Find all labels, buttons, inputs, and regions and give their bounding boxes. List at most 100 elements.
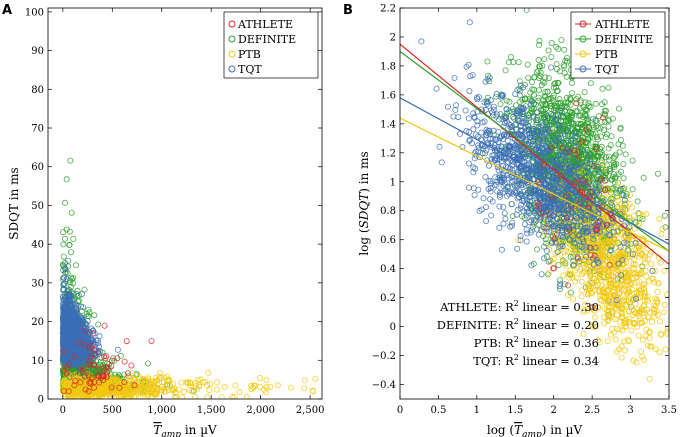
data-point-ptb (653, 346, 660, 353)
data-point-definite (634, 198, 641, 205)
data-point-ptb (201, 378, 208, 385)
data-point-ptb (256, 374, 263, 381)
data-point-definite (662, 224, 669, 231)
data-point-tqt (68, 310, 75, 317)
data-point-athlete (128, 362, 135, 369)
data-point-athlete (63, 370, 70, 377)
data-point-tqt (83, 329, 90, 336)
data-point-definite (539, 62, 546, 69)
legend-label-tqt: TQT (238, 63, 262, 76)
data-point-ptb (106, 378, 113, 385)
data-point-definite (605, 123, 612, 130)
data-point-definite (607, 142, 614, 149)
data-point-tqt (63, 276, 70, 283)
data-point-ptb (178, 379, 185, 386)
data-point-definite (601, 111, 608, 118)
data-point-ptb (661, 301, 668, 308)
panel-a-scatter: 0 500 1,000 1,500 2,000 2,5000102030405060708… (7, 7, 324, 437)
data-point-tqt (95, 347, 102, 354)
data-point-definite (60, 229, 67, 236)
data-point-definite (529, 86, 536, 93)
data-point-ptb (180, 388, 187, 395)
data-point-ptb (142, 379, 149, 386)
data-point-athlete (103, 372, 110, 379)
data-point-definite (655, 170, 662, 177)
data-point-athlete (82, 328, 89, 335)
data-point-definite (505, 59, 512, 66)
data-point-athlete (90, 330, 97, 337)
plot-frame (47, 7, 323, 400)
data-point-definite (525, 74, 532, 81)
data-point-ptb (192, 379, 199, 386)
data-point-definite (538, 100, 545, 107)
data-point-definite (581, 89, 588, 96)
legend-label-definite: DEFINITE (238, 33, 296, 46)
data-point-definite (575, 120, 582, 127)
data-point-definite (91, 312, 98, 319)
data-point-ptb (86, 392, 93, 399)
data-point-definite (635, 210, 642, 217)
data-point-athlete (85, 361, 92, 368)
data-point-definite (597, 133, 604, 140)
data-point-ptb (103, 391, 110, 398)
data-point-definite (486, 78, 493, 85)
data-point-definite (602, 134, 609, 141)
data-point-athlete (104, 364, 111, 371)
data-point-definite (610, 154, 617, 161)
data-point-ptb (192, 393, 198, 399)
data-point-ptb (635, 332, 642, 339)
data-point-definite (622, 151, 629, 158)
data-point-definite (594, 136, 601, 143)
data-point-definite (569, 80, 576, 87)
data-point-tqt (62, 334, 69, 341)
data-point-definite (600, 127, 607, 134)
data-point-definite (618, 168, 625, 175)
data-point-definite (578, 121, 585, 128)
data-point-athlete (108, 384, 115, 391)
data-point-definite (557, 68, 564, 75)
data-point-definite (567, 253, 574, 260)
data-point-athlete (102, 364, 109, 371)
y-tick-label: 30 (31, 278, 44, 289)
data-point-ptb (71, 394, 78, 399)
data-point-ptb (205, 369, 212, 376)
data-point-definite (582, 112, 589, 119)
data-point-ptb (100, 390, 107, 397)
data-point-tqt (68, 345, 75, 352)
data-point-definite (562, 103, 569, 110)
data-point-tqt (65, 257, 72, 264)
data-point-definite (544, 88, 551, 95)
data-point-ptb (646, 328, 653, 335)
data-point-definite (529, 79, 536, 86)
data-point-athlete (71, 382, 78, 389)
data-point-definite (545, 47, 552, 54)
data-point-definite (590, 124, 597, 131)
data-point-definite (509, 213, 516, 220)
data-point-ptb (154, 381, 161, 388)
data-point-ptb (236, 388, 243, 395)
data-point-definite (544, 271, 551, 278)
data-point-ptb (203, 381, 210, 388)
data-point-definite (562, 57, 569, 64)
data-point-ptb (113, 377, 120, 384)
x-tick-label: 500 (103, 405, 122, 416)
data-point-ptb (143, 391, 150, 398)
data-point-definite (555, 262, 562, 269)
data-point-athlete (123, 338, 130, 345)
data-point-definite (573, 96, 580, 103)
data-point-definite (583, 107, 590, 114)
data-point-ptb (636, 220, 643, 227)
data-point-ptb (650, 276, 657, 283)
data-point-athlete (71, 353, 78, 360)
data-point-tqt (70, 333, 77, 340)
data-point-ptb (629, 204, 636, 211)
data-point-definite (582, 99, 589, 106)
data-point-definite (556, 277, 563, 284)
data-point-ptb (267, 383, 274, 390)
data-point-ptb (179, 394, 185, 399)
y-tick-label: 50 (31, 201, 44, 212)
data-point-definite (603, 169, 610, 176)
data-point-ptb (232, 382, 239, 389)
data-point-definite (584, 146, 591, 153)
data-point-tqt (64, 322, 71, 329)
